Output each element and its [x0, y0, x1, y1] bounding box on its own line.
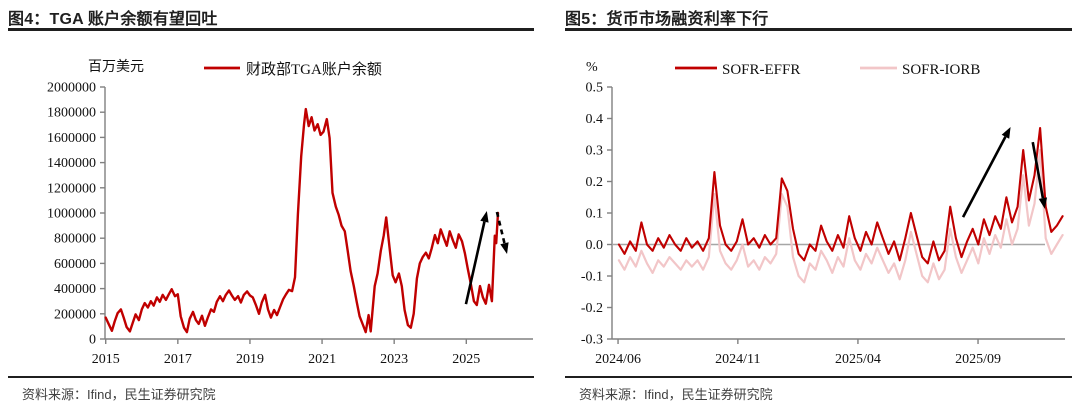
axis-label: 2021 [308, 352, 336, 367]
series-line-财政部TGA账户余额 [104, 107, 500, 334]
annotation-arrow [464, 221, 486, 305]
figure-panel-funding-rates: 图5：货币市场融资利率下行 0.5 0.4 0.3 0.2 0.1 0.0 -0.1 -0.2… [540, 0, 1080, 409]
axis-label: 1400000 [47, 156, 96, 171]
figure-panel-tga: 图4：TGA 账户余额有望回吐 2000000 1800000 1600000 140… [8, 0, 534, 403]
axis-label: 2019 [236, 352, 264, 367]
annotation-arrowhead [480, 210, 489, 223]
axis-label: 2015 [92, 352, 120, 367]
figure-header: 图4：TGA 账户余额有望回吐 [8, 0, 534, 31]
funding-rate-chart: 0.5 0.4 0.3 0.2 0.1 0.0 -0.1 -0.2 -0.3 2024/06 202… [581, 60, 1065, 367]
source-note: 资料来源：Ifind，民生证券研究院 [579, 387, 773, 402]
axis-label: 2025 [452, 352, 480, 367]
axis-label: 百万美元 [88, 59, 144, 75]
annotation-arrowhead [500, 242, 509, 254]
axis-label: 0.0 [586, 238, 604, 253]
annotation-arrowhead [1001, 127, 1011, 139]
axis-label: 1600000 [47, 131, 96, 146]
series-line-SOFR-IORB [617, 148, 1064, 284]
axis-label: 财政部TGA账户余额 [246, 60, 382, 78]
axis-label: 2024/11 [715, 352, 760, 367]
figure-source: 资料来源：Ifind，民生证券研究院 [8, 376, 534, 403]
axis-label: 1200000 [47, 181, 96, 196]
axis-label: 0.5 [586, 81, 604, 96]
axis-label: SOFR-EFFR [722, 62, 800, 78]
axis-label: 0.4 [586, 112, 604, 127]
axis-label: 1800000 [47, 106, 96, 121]
axis-label: 600000 [54, 257, 96, 272]
annotation-arrow [961, 136, 1007, 218]
axis-label: 200000 [54, 307, 96, 322]
axis-label: 0 [89, 333, 96, 348]
figure-title: 图4：TGA 账户余额有望回吐 [8, 11, 218, 28]
figure-source: 资料来源：Ifind，民生证券研究院 [565, 376, 1072, 403]
axis-label: -0.3 [581, 333, 603, 348]
series-line-SOFR-EFFR [617, 126, 1064, 265]
axis-label: 2000000 [47, 81, 96, 96]
axis-label: 2025/09 [955, 352, 1001, 367]
axis-label: % [586, 60, 598, 75]
axis-label: SOFR-IORB [902, 62, 980, 78]
axis-label: -0.1 [581, 270, 603, 285]
axis-label: 800000 [54, 232, 96, 247]
axis-label: 1000000 [47, 207, 96, 222]
axis-label: 2024/06 [595, 352, 641, 367]
axis-label: 2023 [380, 352, 408, 367]
axis-label: 2017 [164, 352, 192, 367]
axis-label: 0.3 [586, 144, 604, 159]
axis-label: -0.2 [581, 301, 603, 316]
axis-label: 0.1 [586, 207, 604, 222]
axis-label: 400000 [54, 282, 96, 297]
annotation-arrowhead [1038, 197, 1048, 209]
axis-label: 2025/04 [835, 352, 881, 367]
tga-balance-chart: 2000000180000016000001400000120000010000… [47, 59, 533, 367]
figure-header: 图5：货币市场融资利率下行 [565, 0, 1072, 31]
axis-label: 0.2 [586, 175, 604, 190]
annotation-arrow [1031, 141, 1045, 199]
source-note: 资料来源：Ifind，民生证券研究院 [22, 387, 216, 402]
figure-title: 图5：货币市场融资利率下行 [565, 11, 769, 28]
